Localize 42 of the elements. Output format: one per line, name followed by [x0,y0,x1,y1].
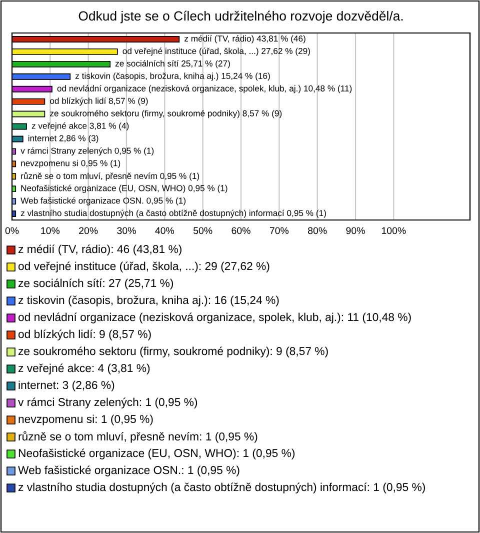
text: z veřejné akce: 4 (3,81 %) [18,364,150,374]
text: z tiskovin (časopis, brožura, kniha aj.): 16 (15,24 %) [18,296,279,306]
data-label: různě se o tom mluví, přesně nevím 0,95 % (1) [21,172,200,181]
text: z vlastního studia dostupných (a často obtížně dostupných) informací: 1 (0,95 %) [18,482,425,494]
x-tick-label: 40% [155,227,174,234]
text: ze sociálních sítí: 27 (25,71 %) [18,278,174,290]
data-label: nevzpomenu si 0,95 % (1) [21,160,120,168]
text: od blízkých lidí: 9 (8,57 %) [18,330,151,340]
text: internet: 3 (2,86 %) [18,380,114,392]
text: od veřejné instituce (úřad, škola, ...): 29 (27,62 %) [18,262,270,272]
x-tick-label: 30% [117,227,136,234]
x-tick-label: 20% [79,227,98,234]
x-tick-label: 90% [346,227,365,234]
x-tick-label: 80% [308,227,327,234]
data-label: od veřejné instituce (úřad, škola, ...) 27,62 % (29) [122,48,310,56]
text: nevzpomenu si: 1 (0,95 %) [18,414,153,426]
x-tick-label: 0% [5,227,19,234]
text: Web fašistické organizace OSN.: 1 (0,95 %) [18,466,240,476]
data-label: ze sociálních sítí 25,71 % (27) [115,60,230,68]
text: v rámci Strany zelených: 1 (0,95 %) [18,398,198,408]
data-label: z tiskovin (časopis, brožura, kniha aj.) 15,24 % (16) [75,72,270,81]
x-tick-label: 60% [232,227,250,234]
data-label: Web fašistické organizace OSN. 0,95 % (1) [20,197,186,206]
x-tick-label: 50% [193,227,212,234]
text: různě se o tom mluví, přesně nevím: 1 (0,95 %) [18,431,258,443]
data-label: Neofašistické organizace (EU, OSN, WHO) 0,95 % (1) [21,184,228,193]
data-label: z veřejné akce 3,81 % (4) [32,122,129,131]
data-label: od nevládní organizace (nezisková organizace, spolek, klub, aj.) 10,48 % (11) [57,85,352,94]
data-label: z vlastního studia dostupných (a často obtížně dostupných) informací 0,95 % (1) [20,210,326,218]
text: ze soukromého sektoru (firmy, soukromé podniky): 9 (8,57 %) [18,346,328,358]
x-tick-label: 100% [382,227,406,234]
text: Neofašistické organizace (EU, OSN, WHO): 1 (0,95 %) [18,448,295,460]
text: z médií (TV, rádio): 46 (43,81 %) [18,244,182,256]
text: od nevládní organizace (nezisková organizace, spolek, klub, aj.): 11 (10,48 %) [18,312,411,324]
chart-title: Odkud jste se o Cílech udržitelného rozvoje dozvěděl/a. [78,10,403,24]
data-label: v rámci Strany zelených 0,95 % (1) [20,147,154,156]
data-label: ze soukromého sektoru (firmy, soukromé podniky) 8,57 % (9) [50,110,282,118]
data-label: z médií (TV, rádio) 43,81 % (46) [184,35,306,44]
x-tick-label: 70% [270,227,289,234]
x-tick-label: 10% [41,227,60,234]
data-label: internet 2,86 % (3) [28,134,98,143]
data-label: od blízkých lidí 8,57 % (9) [50,98,148,106]
